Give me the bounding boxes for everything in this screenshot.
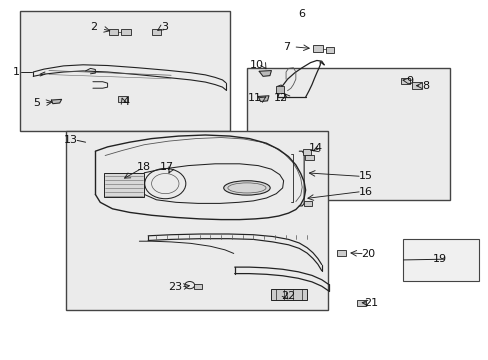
Text: 22: 22 (281, 291, 295, 301)
Bar (401, 78, 409, 84)
Text: 13: 13 (64, 135, 78, 145)
Bar (302, 149, 311, 155)
Text: 11: 11 (248, 93, 262, 103)
Bar (303, 201, 312, 206)
Bar (312, 45, 322, 52)
Bar (246, 68, 449, 200)
Text: 10: 10 (249, 60, 263, 70)
Bar (411, 82, 421, 89)
Bar (336, 250, 345, 256)
Text: 3: 3 (161, 22, 168, 32)
Text: 23: 23 (168, 282, 182, 292)
Bar (194, 284, 202, 289)
Bar (325, 47, 334, 53)
Bar (121, 29, 131, 35)
Text: 1: 1 (13, 67, 20, 77)
Bar (20, 11, 229, 131)
Bar (403, 239, 478, 281)
Text: 5: 5 (33, 98, 40, 108)
Text: 4: 4 (122, 96, 129, 107)
Text: 19: 19 (432, 254, 446, 264)
Polygon shape (258, 96, 268, 102)
Text: 18: 18 (137, 162, 151, 172)
Bar (271, 289, 306, 300)
Text: 16: 16 (358, 186, 372, 197)
Text: 21: 21 (364, 298, 378, 308)
Text: 20: 20 (360, 249, 374, 259)
Bar (305, 155, 313, 160)
Text: 9: 9 (406, 76, 412, 86)
Bar (275, 86, 283, 93)
Bar (108, 28, 118, 35)
Text: 2: 2 (90, 22, 97, 32)
Bar (151, 29, 161, 35)
Text: 8: 8 (421, 81, 428, 91)
Polygon shape (259, 71, 271, 76)
Text: 14: 14 (308, 143, 322, 153)
Text: 12: 12 (274, 93, 287, 103)
Text: 6: 6 (298, 9, 305, 19)
Ellipse shape (223, 181, 269, 195)
Text: 15: 15 (358, 171, 372, 181)
Bar (118, 96, 128, 102)
Text: 17: 17 (160, 162, 174, 172)
Bar (66, 131, 327, 310)
Bar (357, 300, 366, 306)
Text: 7: 7 (283, 42, 290, 52)
Bar (104, 173, 144, 197)
Polygon shape (51, 99, 61, 104)
